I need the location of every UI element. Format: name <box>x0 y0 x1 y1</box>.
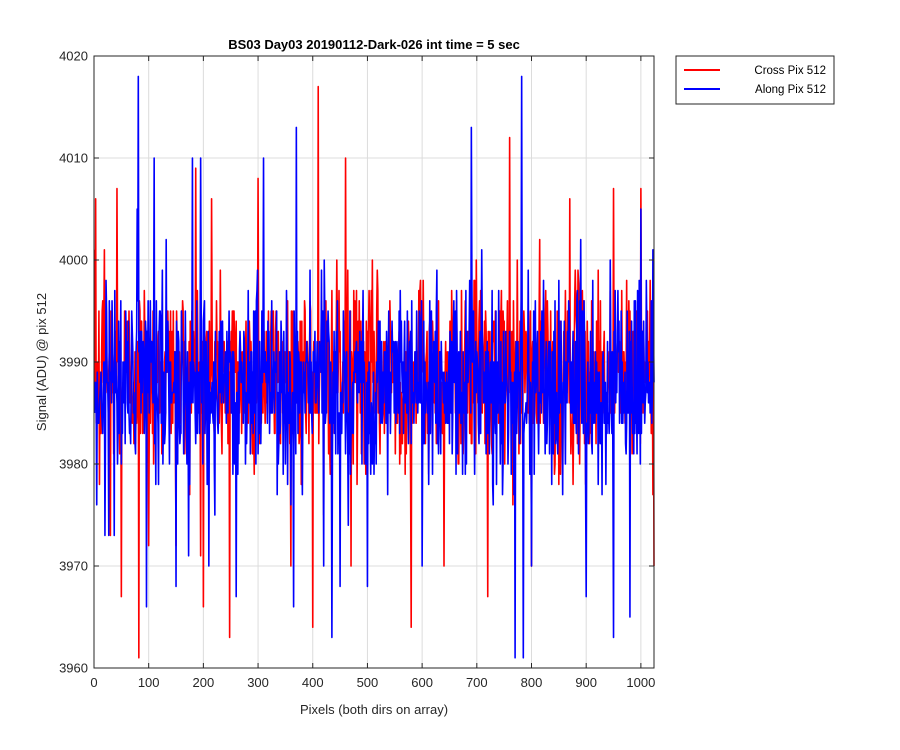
x-tick-label: 500 <box>357 675 379 690</box>
x-tick-label: 700 <box>466 675 488 690</box>
series-line-along-pix-512 <box>93 75 655 659</box>
y-axis-title: Signal (ADU) @ pix 512 <box>34 293 49 431</box>
x-tick-label: 1000 <box>626 675 655 690</box>
x-tick-label: 900 <box>575 675 597 690</box>
x-tick-label: 0 <box>90 675 97 690</box>
x-tick-label: 800 <box>521 675 543 690</box>
legend-label-along-pix-512: Along Pix 512 <box>755 84 826 96</box>
legend[interactable]: Cross Pix 512 Along Pix 512 <box>675 55 835 105</box>
y-tick-label: 3970 <box>59 559 88 574</box>
chart-title: BS03 Day03 20190112-Dark-026 int time = … <box>228 37 520 52</box>
x-axis-title: Pixels (both dirs on array) <box>300 702 448 717</box>
y-tick-label: 3960 <box>59 661 88 676</box>
legend-box <box>675 55 835 105</box>
y-tick-label: 4010 <box>59 151 88 166</box>
y-tick-label: 4020 <box>59 49 88 64</box>
legend-label-cross-pix-512: Cross Pix 512 <box>754 65 826 77</box>
y-tick-label: 4000 <box>59 253 88 268</box>
x-tick-label: 300 <box>247 675 269 690</box>
x-tick-label: 100 <box>138 675 160 690</box>
x-tick-label: 600 <box>411 675 433 690</box>
y-tick-label: 3980 <box>59 457 88 472</box>
ticks: 0 100 200 300 400 500 600 700 800 900 1000 3960 3970… <box>59 49 655 691</box>
plot-area: 0 100 200 300 400 500 600 700 800 900 1000 3960 3970… <box>59 49 655 691</box>
y-tick-label: 3990 <box>59 355 88 370</box>
x-tick-label: 200 <box>193 675 215 690</box>
series-layer <box>93 75 655 659</box>
x-tick-label: 400 <box>302 675 324 690</box>
